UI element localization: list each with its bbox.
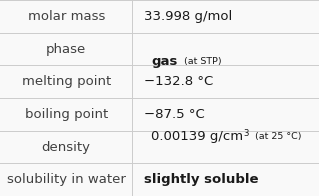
Text: (at STP): (at STP) (177, 57, 221, 66)
Text: molar mass: molar mass (27, 10, 105, 23)
Text: solubility in water: solubility in water (7, 173, 126, 186)
Text: density: density (42, 141, 91, 153)
Text: 0.00139 g/cm: 0.00139 g/cm (151, 130, 243, 143)
Text: gas: gas (151, 55, 177, 68)
Text: (at 25 °C): (at 25 °C) (249, 132, 301, 141)
Text: phase: phase (46, 43, 86, 55)
Text: 3: 3 (243, 129, 249, 138)
Text: 33.998 g/mol: 33.998 g/mol (144, 10, 232, 23)
Text: boiling point: boiling point (25, 108, 108, 121)
Text: melting point: melting point (22, 75, 111, 88)
Text: slightly soluble: slightly soluble (144, 173, 258, 186)
Text: −87.5 °C: −87.5 °C (144, 108, 204, 121)
Text: −132.8 °C: −132.8 °C (144, 75, 213, 88)
